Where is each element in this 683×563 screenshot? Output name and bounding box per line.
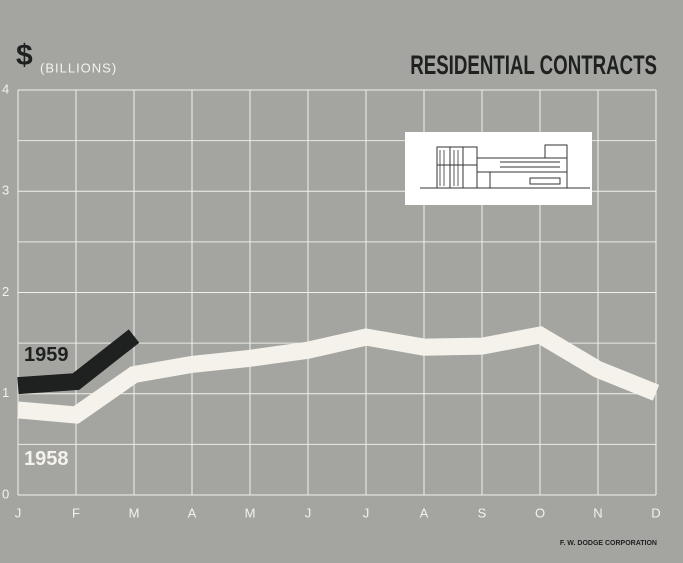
illustration bbox=[405, 132, 592, 205]
x-tick-label: J bbox=[305, 505, 312, 520]
chart-title: RESIDENTIAL CONTRACTS bbox=[410, 50, 657, 80]
y-tick-label: 3 bbox=[2, 183, 9, 198]
y-tick-label: 4 bbox=[2, 81, 9, 96]
series-line bbox=[17, 329, 140, 395]
x-tick-label: A bbox=[188, 505, 197, 520]
x-tick-label: A bbox=[420, 505, 429, 520]
x-tick-label: M bbox=[129, 505, 140, 520]
series-label: 1959 bbox=[24, 344, 69, 366]
y-tick-label: 0 bbox=[2, 486, 9, 501]
source: F. W. DODGE CORPORATION bbox=[560, 540, 657, 547]
series-line bbox=[17, 326, 660, 424]
x-tick-label: F bbox=[72, 505, 80, 520]
y-label-symbol: $ bbox=[16, 39, 33, 72]
x-tick-label: D bbox=[651, 505, 660, 520]
series-label: 1958 bbox=[24, 448, 69, 470]
x-tick-label: S bbox=[478, 505, 487, 520]
y-tick-label: 1 bbox=[2, 385, 9, 400]
y-label: (BILLIONS) bbox=[40, 60, 117, 75]
y-tick-label: 2 bbox=[2, 284, 9, 299]
x-tick-label: J bbox=[363, 505, 370, 520]
x-tick-label: J bbox=[15, 505, 22, 520]
x-tick-label: N bbox=[593, 505, 602, 520]
x-tick-label: M bbox=[245, 505, 256, 520]
x-tick-label: O bbox=[535, 505, 545, 520]
